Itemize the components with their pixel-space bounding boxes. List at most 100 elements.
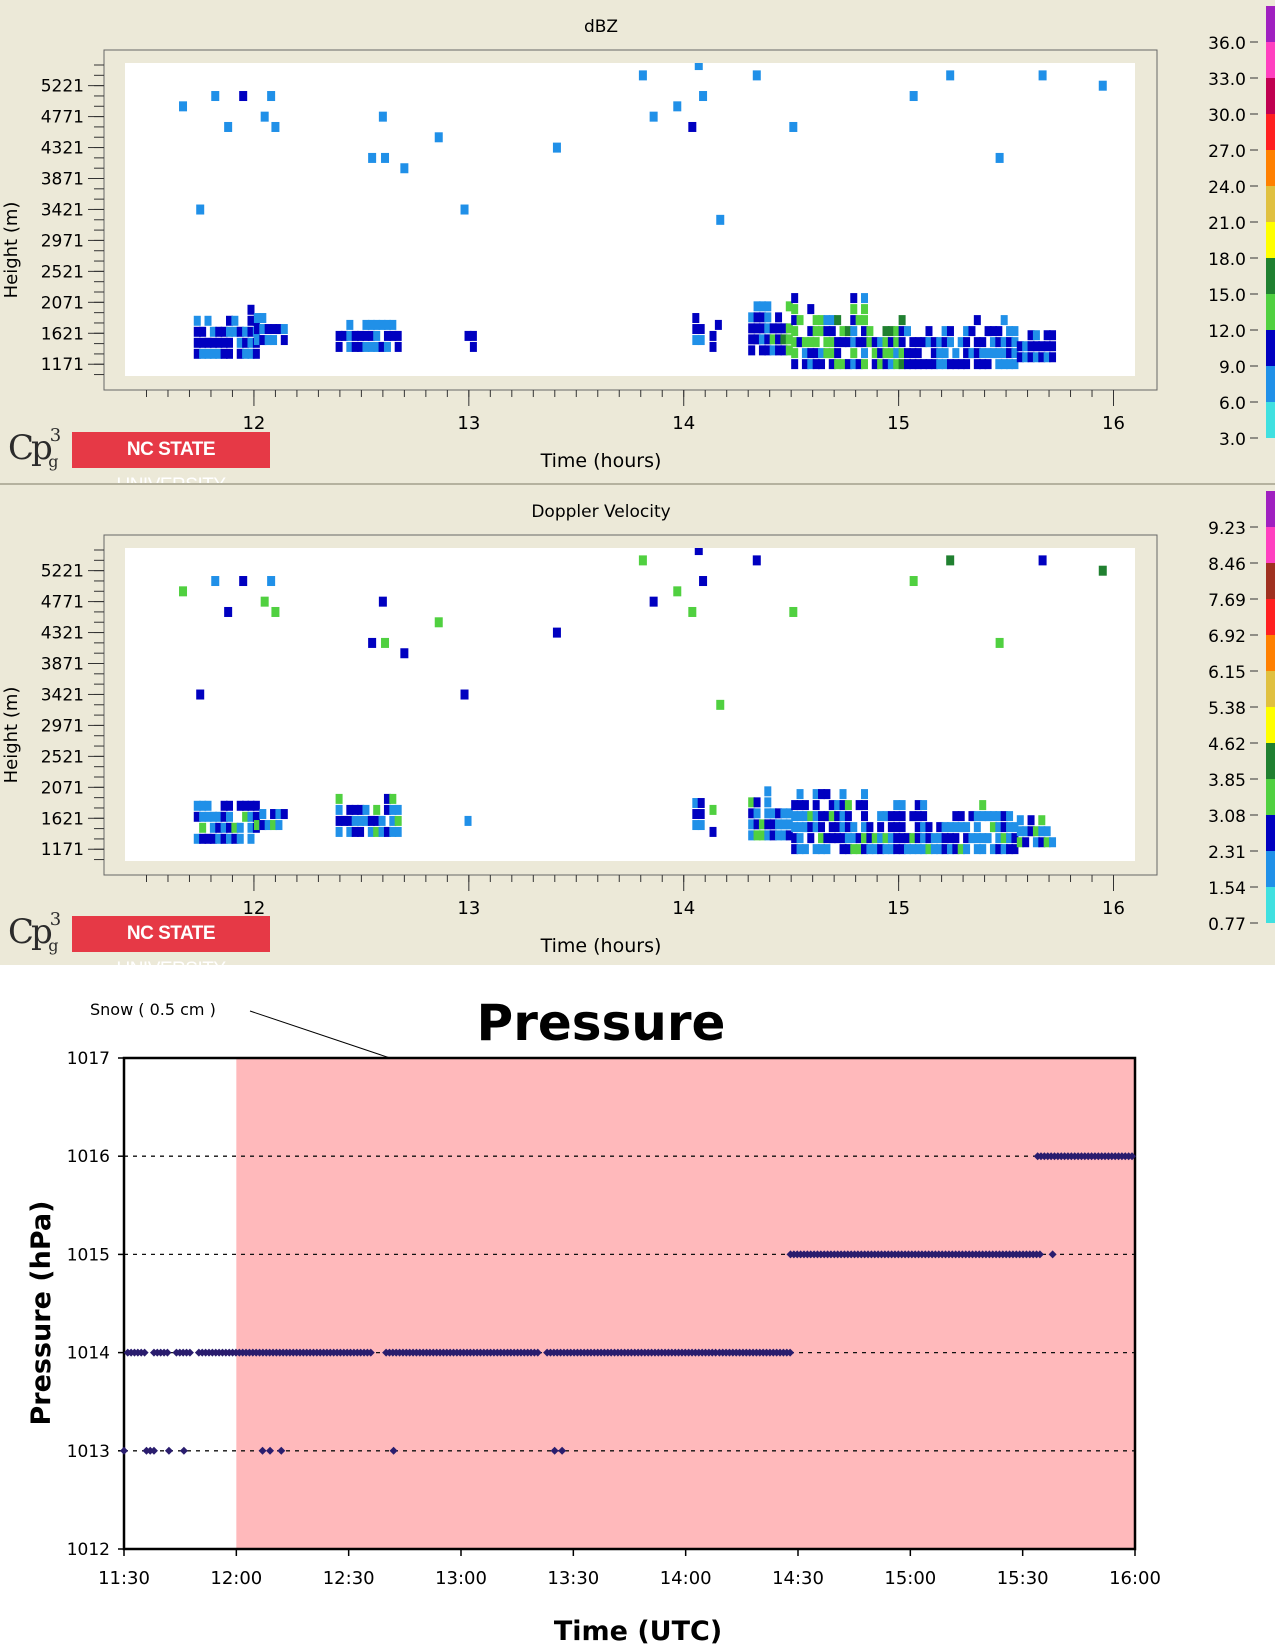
- echo-cell: [801, 844, 809, 855]
- echo-cell: [930, 359, 938, 370]
- echo-cell: [1006, 326, 1014, 337]
- echo-cell: [764, 301, 772, 312]
- echo-cell: [844, 833, 852, 844]
- echo-cell: [839, 789, 847, 800]
- echo-cell: [231, 833, 239, 844]
- echo-cell: [780, 808, 788, 819]
- echo-cell: [764, 830, 772, 841]
- echo-cell: [946, 326, 954, 337]
- echo-point: [1098, 80, 1107, 91]
- echo-cell: [801, 348, 809, 359]
- colorbar-label: 8.46: [1208, 555, 1246, 575]
- echo-cell: [861, 359, 869, 370]
- echo-cell: [861, 822, 869, 833]
- colorbar-segment: [1266, 779, 1275, 815]
- echo-cell: [855, 833, 863, 844]
- echo-cell: [963, 822, 971, 833]
- echo-point: [460, 204, 469, 215]
- echo-cell: [252, 811, 260, 822]
- echo-point: [995, 152, 1004, 163]
- x-tick-label: 11:30: [98, 1568, 150, 1589]
- data-point: [266, 1446, 275, 1455]
- echo-cell: [389, 319, 397, 330]
- echo-cell: [791, 326, 799, 337]
- echo-cell: [807, 337, 815, 348]
- echo-cell: [259, 335, 267, 346]
- echo-point: [688, 606, 697, 617]
- echo-cell: [952, 844, 960, 855]
- echo-cell: [1011, 833, 1019, 844]
- echo-cell: [764, 334, 772, 345]
- echo-cell: [839, 822, 847, 833]
- echo-cell: [748, 323, 756, 334]
- echo-cell: [247, 337, 255, 348]
- colorbar-segment: [1266, 150, 1275, 186]
- echo-cell: [335, 341, 343, 352]
- echo-cell: [844, 800, 852, 811]
- echo-cell: [812, 789, 820, 800]
- echo-cell: [362, 330, 370, 341]
- colorbar-label: 3.85: [1208, 771, 1246, 791]
- echo-cell: [807, 822, 815, 833]
- echo-cell: [748, 345, 756, 356]
- echo-point: [179, 101, 188, 112]
- echo-cell: [866, 822, 874, 833]
- echo-cell: [920, 833, 928, 844]
- echo-cell: [839, 800, 847, 811]
- echo-cell: [209, 348, 217, 359]
- pressure-series: [120, 1152, 1137, 1455]
- colorbar-label: 33.0: [1208, 70, 1246, 90]
- echo-cell: [989, 811, 997, 822]
- echo-cell: [952, 822, 960, 833]
- echo-cell: [351, 804, 359, 815]
- echo-cell: [785, 334, 793, 345]
- echo-cell: [1038, 341, 1046, 352]
- plot-area: [125, 63, 1135, 376]
- echo-cell: [828, 315, 836, 326]
- echo-cell: [839, 844, 847, 855]
- echo-cell: [758, 334, 766, 345]
- echo-point: [716, 699, 725, 710]
- echo-cell: [1038, 352, 1046, 363]
- echo-cell: [692, 809, 700, 820]
- echo-cell: [753, 830, 761, 841]
- doppler-panel: Doppler Velocity 5221 4771 4321 3871 3421 2971…: [0, 485, 1275, 965]
- x-tick-label: 14:30: [772, 1568, 824, 1589]
- colorbar-segment: [1266, 563, 1275, 599]
- echo-cell: [785, 345, 793, 356]
- echo-cell: [925, 844, 933, 855]
- y-tick-label: 1621: [41, 809, 84, 829]
- colorbar-segment: [1266, 887, 1275, 923]
- echo-cell: [394, 341, 402, 352]
- echo-layer: [179, 548, 1107, 855]
- echo-cell: [979, 359, 987, 370]
- echo-cell: [818, 315, 826, 326]
- echo-cell: [1016, 352, 1024, 363]
- x-tick-label: 16:00: [1109, 1568, 1161, 1589]
- echo-cell: [204, 348, 212, 359]
- echo-cell: [995, 348, 1003, 359]
- echo-cell: [346, 330, 354, 341]
- echo-cell: [335, 793, 343, 804]
- echo-cell: [780, 323, 788, 334]
- echo-cell: [866, 337, 874, 348]
- y-axis-label: Pressure (hPa): [26, 1201, 57, 1426]
- echo-cell: [226, 348, 233, 359]
- echo-cell: [209, 326, 217, 337]
- echo-cell: [280, 324, 288, 335]
- echo-cell: [1032, 341, 1040, 352]
- echo-cell: [850, 304, 858, 315]
- echo-point: [673, 101, 682, 112]
- echo-cell: [995, 822, 1003, 833]
- colorbar-label: 9.23: [1208, 519, 1246, 539]
- echo-layer: [179, 63, 1107, 370]
- echo-cell: [957, 359, 965, 370]
- colorbar-label: 5.38: [1208, 699, 1246, 719]
- echo-cell: [818, 348, 826, 359]
- echo-cell: [812, 315, 820, 326]
- echo-cell: [801, 337, 809, 348]
- echo-cell: [215, 348, 223, 359]
- echo-cell: [242, 337, 250, 348]
- echo-cell: [946, 833, 954, 844]
- echo-cell: [898, 315, 906, 326]
